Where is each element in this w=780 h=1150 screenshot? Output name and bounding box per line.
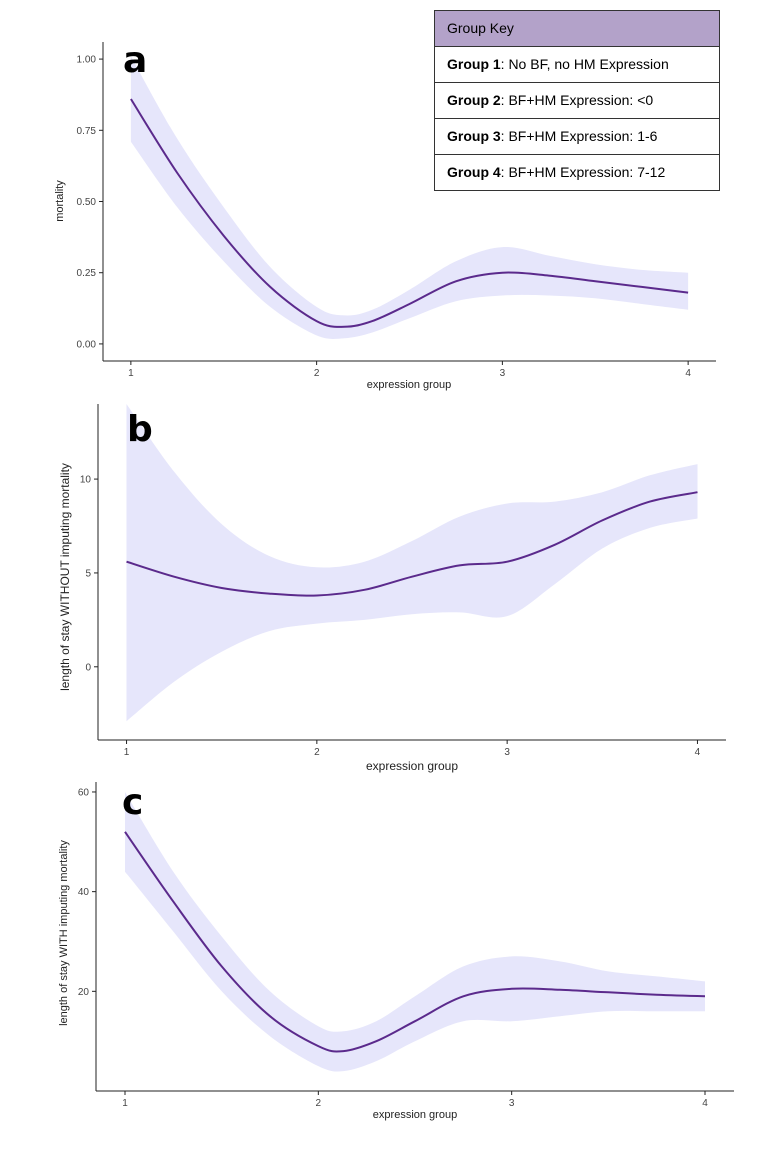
series-line [124, 831, 706, 1053]
y-tick-label: 0.25 [77, 268, 97, 279]
y-tick-labels: 0.00 0.25 0.50 0.75 1.00 [77, 55, 103, 350]
x-tick-labels: 1 2 3 4 [124, 740, 701, 758]
y-axis-title: length of stay WITH imputing mortality [58, 840, 70, 1026]
group-key-row: Group 1: No BF, no HM Expression [435, 47, 719, 83]
group-key-row: Group 3: BF+HM Expression: 1-6 [435, 119, 719, 155]
x-tick-labels: 1 2 3 4 [122, 1091, 708, 1109]
x-tick-label: 4 [685, 368, 691, 379]
y-tick-labels: 20 40 60 [78, 787, 96, 998]
x-tick-label: 3 [500, 368, 506, 379]
y-tick-label: 20 [78, 987, 90, 998]
x-tick-label: 2 [314, 368, 320, 379]
group-label: Group 3 [447, 128, 501, 144]
panel-a-mortality-chart: 0.00 0.25 0.50 0.75 1.00 1 2 3 4 a expression g… [54, 40, 716, 391]
group-key-legend: Group Key Group 1: No BF, no HM Expressi… [434, 10, 720, 191]
group-description: : No BF, no HM Expression [500, 56, 669, 72]
x-axis-title: expression group [366, 759, 458, 773]
x-tick-label: 4 [702, 1098, 708, 1109]
x-tick-label: 1 [122, 1098, 128, 1109]
panel-letter: a [123, 40, 147, 81]
panel-c-los-with-imputing-chart: 20 40 60 1 2 3 4 c expression group length of… [58, 782, 734, 1121]
x-tick-label: 3 [509, 1098, 515, 1109]
x-axis-title: expression group [373, 1109, 457, 1121]
y-tick-label: 60 [78, 787, 90, 798]
group-key-title: Group Key [435, 11, 719, 47]
y-tick-label: 40 [78, 887, 90, 898]
y-tick-label: 0.00 [77, 339, 97, 350]
y-tick-label: 5 [85, 568, 91, 579]
x-tick-label: 1 [128, 368, 134, 379]
confidence-band [130, 56, 689, 339]
group-label: Group 4 [447, 164, 501, 180]
x-tick-label: 1 [124, 747, 130, 758]
y-tick-label: 0 [85, 662, 91, 673]
series-line [126, 491, 698, 597]
panel-letter: c [122, 782, 143, 823]
x-tick-labels: 1 2 3 4 [128, 361, 691, 379]
y-axis-title: length of stay WITHOUT imputing mortalit… [58, 463, 72, 691]
confidence-band [125, 792, 705, 1072]
y-tick-label: 1.00 [77, 55, 97, 66]
panel-letter: b [127, 409, 153, 450]
group-label: Group 2 [447, 92, 501, 108]
y-tick-label: 10 [80, 475, 92, 486]
y-tick-labels: 0 5 10 [80, 475, 98, 673]
y-tick-label: 0.50 [77, 197, 97, 208]
panel-b-los-without-imputing-chart: 0 5 10 1 2 3 4 b expression group length of s… [58, 404, 726, 773]
y-axis-title: mortality [54, 180, 66, 222]
group-label: Group 1 [447, 56, 501, 72]
group-description: : BF+HM Expression: 1-6 [500, 128, 658, 144]
group-key-row: Group 2: BF+HM Expression: <0 [435, 83, 719, 119]
group-description: : BF+HM Expression: 7-12 [500, 164, 666, 180]
y-tick-label: 0.75 [77, 126, 97, 137]
confidence-band [126, 404, 698, 722]
x-tick-label: 2 [314, 747, 320, 758]
series-line [130, 98, 689, 328]
x-tick-label: 2 [316, 1098, 322, 1109]
x-tick-label: 3 [504, 747, 510, 758]
x-tick-label: 4 [695, 747, 701, 758]
group-key-row: Group 4: BF+HM Expression: 7-12 [435, 155, 719, 190]
x-axis-title: expression group [367, 379, 451, 391]
group-description: : BF+HM Expression: <0 [500, 92, 654, 108]
